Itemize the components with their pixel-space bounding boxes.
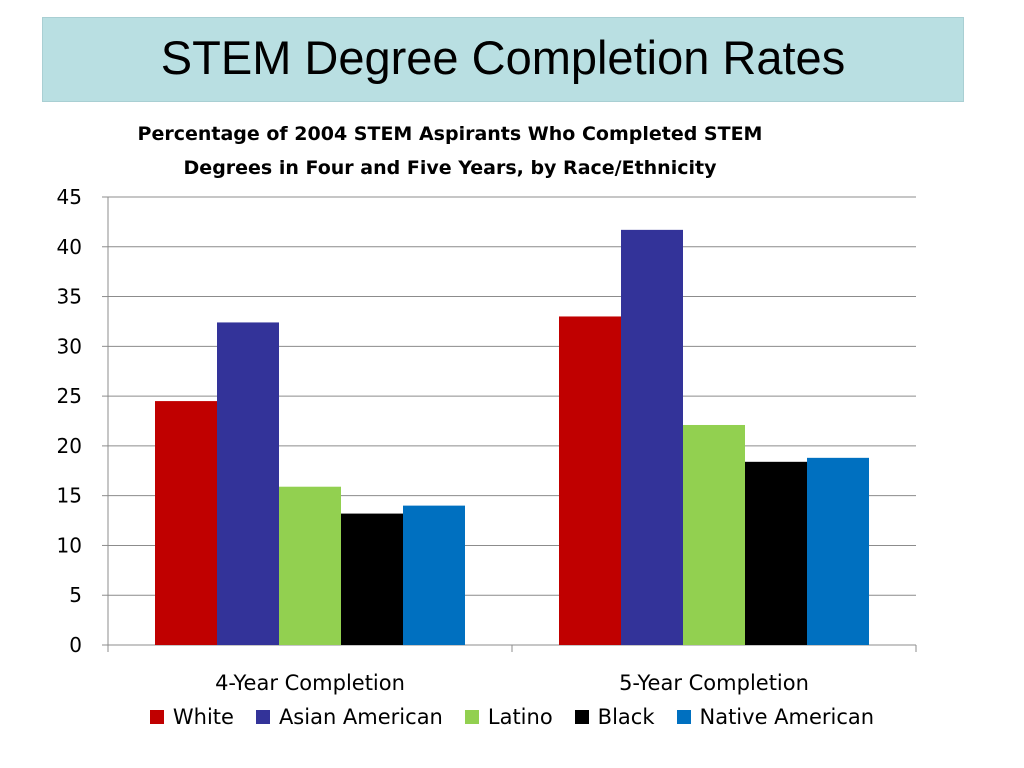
legend-label: Black [597, 705, 655, 729]
legend-item: Native American [676, 705, 875, 729]
chart-legend: White Asian American Latino Black Native Ame… [0, 705, 1024, 729]
x-category-label: 4-Year Completion [215, 671, 405, 695]
y-tick-label: 25 [57, 384, 82, 408]
y-tick-label: 40 [57, 235, 82, 259]
chart-title-line-1: Percentage of 2004 STEM Aspirants Who Co… [137, 123, 763, 145]
bar-native-american [807, 457, 869, 645]
legend-item: Latino [464, 705, 553, 729]
bar-asian-american [217, 322, 279, 645]
legend-item: Asian American [255, 705, 443, 729]
y-tick-label: 0 [69, 633, 82, 657]
legend-label: Native American [699, 705, 875, 729]
bar-white [155, 401, 217, 645]
bar-black [341, 513, 403, 645]
legend-label: Asian American [278, 705, 443, 729]
bar-native-american [403, 505, 465, 645]
chart-title-line-2: Degrees in Four and Five Years, by Race/… [183, 157, 717, 179]
bar-white [559, 316, 621, 645]
bar-asian-american [621, 229, 683, 645]
legend-swatch [255, 710, 270, 724]
bar-latino [279, 486, 341, 645]
legend-label: Latino [487, 705, 553, 729]
legend-swatch [676, 710, 691, 724]
slide-header: STEM Degree Completion Rates [42, 17, 964, 102]
y-tick-label: 35 [57, 285, 82, 309]
y-tick-label: 10 [57, 533, 82, 557]
legend-label: White [172, 705, 234, 729]
legend-swatch [574, 710, 589, 724]
y-tick-label: 20 [57, 434, 82, 458]
slide-title: STEM Degree Completion Rates [160, 31, 846, 84]
y-tick-label: 15 [57, 484, 82, 508]
bar-black [745, 461, 807, 645]
legend-item: White [149, 705, 234, 729]
bar-latino [683, 424, 745, 645]
chart-title: Percentage of 2004 STEM Aspirants Who Co… [60, 117, 840, 185]
x-category-label: 5-Year Completion [619, 671, 809, 695]
y-tick-label: 5 [69, 583, 82, 607]
y-tick-label: 45 [57, 185, 82, 209]
legend-swatch [464, 710, 479, 724]
legend-item: Black [574, 705, 655, 729]
legend-swatch [149, 710, 164, 724]
y-tick-label: 30 [57, 334, 82, 358]
